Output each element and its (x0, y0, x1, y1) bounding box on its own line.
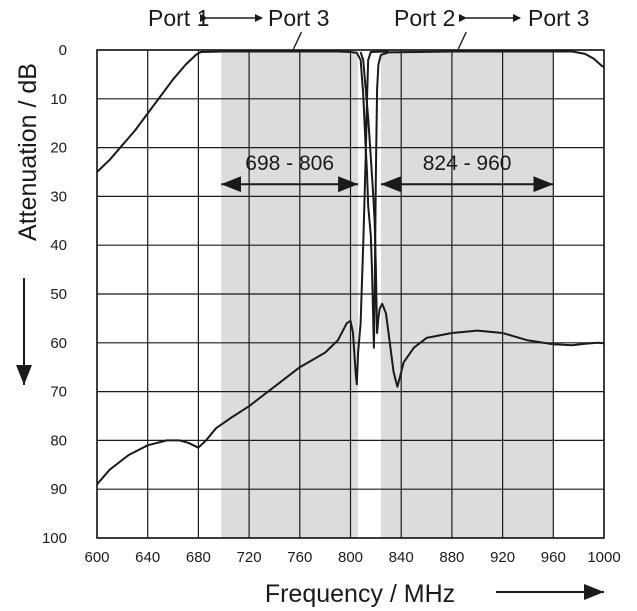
x-tick-label-640: 640 (135, 549, 160, 566)
band-label-2: 824 - 960 (423, 152, 512, 175)
curve-3 (359, 51, 605, 388)
port-pointer-line-2 (457, 31, 467, 50)
tick-labels: 600 640 680 720 760 800 840 880 920 960 1000 0 10 20 3… (42, 42, 621, 566)
x-tick-label-680: 680 (186, 549, 211, 566)
curves (96, 50, 605, 485)
x-tick-label-880: 880 (439, 549, 464, 566)
plot-frame (96, 49, 605, 539)
x-tick-label-760: 760 (287, 549, 312, 566)
y-axis-title: Attenuation / dB (14, 63, 42, 241)
x-tick-label-920: 920 (490, 549, 515, 566)
axis-titles: Attenuation / dB Frequency / MHz (14, 63, 455, 608)
x-tick-label-960: 960 (541, 549, 566, 566)
port-pointer-line-1 (292, 31, 303, 50)
port-label-right-2: Port 3 (528, 5, 589, 31)
x-tick-label-1000: 1000 (587, 549, 620, 566)
y-tick-label-90: 90 (50, 481, 67, 498)
y-tick-label-100: 100 (42, 530, 67, 547)
y-tick-label-80: 80 (50, 432, 67, 449)
y-tick-label-70: 70 (50, 384, 67, 401)
x-tick-label-720: 720 (237, 549, 262, 566)
annotations: 698 - 806 824 - 960 Port 1 Port 3 Port 2 Port… (16, 5, 604, 600)
y-tick-label-20: 20 (50, 140, 67, 157)
port-label-left-2: Port 2 (394, 5, 455, 31)
x-tick-label-840: 840 (389, 549, 414, 566)
y-tick-label-10: 10 (50, 91, 67, 108)
y-tick-label-60: 60 (50, 335, 67, 352)
curve-1 (96, 50, 605, 349)
port-label-right-1: Port 3 (268, 5, 329, 31)
band-label-1: 698 - 806 (245, 152, 334, 175)
x-tick-label-800: 800 (338, 549, 363, 566)
x-tick-label-600: 600 (84, 549, 109, 566)
x-axis-title: Frequency / MHz (265, 580, 455, 608)
y-tick-label-50: 50 (50, 286, 67, 303)
y-tick-label-0: 0 (59, 42, 67, 59)
y-tick-label-30: 30 (50, 188, 67, 205)
y-tick-label-40: 40 (50, 237, 67, 254)
plot-border (96, 49, 605, 539)
port-label-left-1: Port 1 (148, 5, 209, 31)
curve-2 (96, 50, 389, 485)
